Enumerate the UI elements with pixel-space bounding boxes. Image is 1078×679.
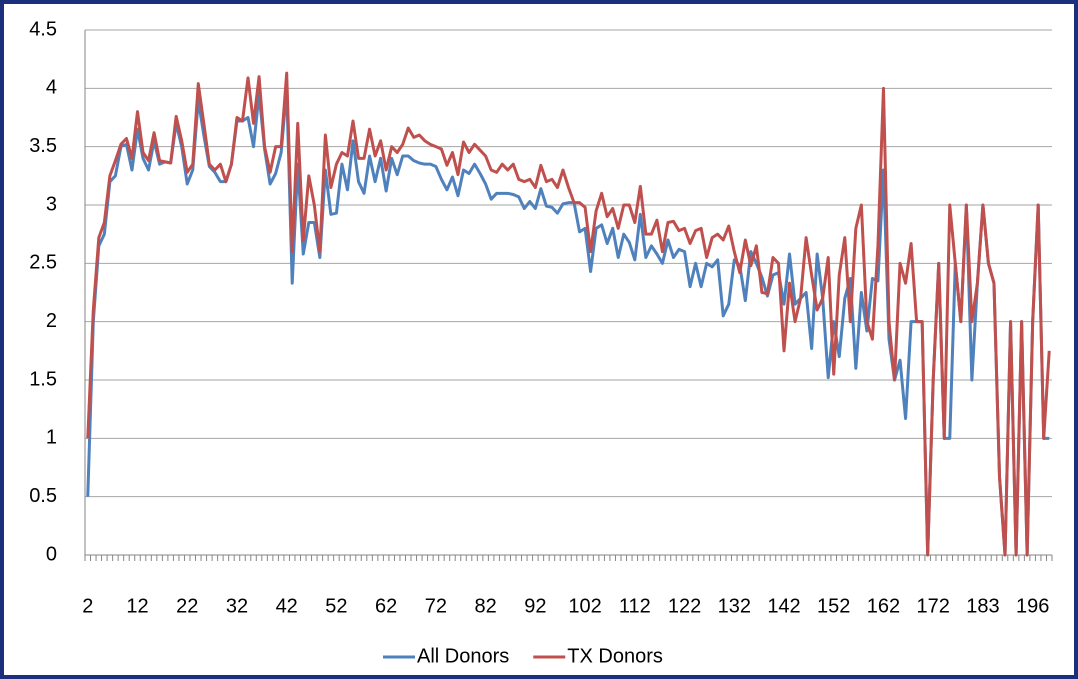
x-tick-label: 52 [325,595,347,617]
x-tick-label: 132 [718,595,751,617]
legend-label: TX Donors [567,645,663,667]
series-line [86,71,1051,557]
x-tick-label: 12 [126,595,148,617]
y-tick-label: 4 [46,77,57,99]
x-tick-label: 172 [917,595,950,617]
x-tick-label: 152 [817,595,850,617]
x-tick-label: 112 [619,595,651,617]
legend-label: All Donors [417,645,509,667]
x-tick-label: 196 [1016,595,1049,617]
x-tick-label: 162 [867,595,900,617]
y-tick-label: 3 [46,193,57,215]
chart-area [4,4,1074,675]
x-tick-label: 142 [767,595,800,617]
x-tick-label: 72 [425,595,447,617]
y-tick-label: 0 [46,543,57,565]
y-tick-label: 3.5 [29,135,57,157]
x-tick-label: 102 [568,595,601,617]
y-tick-label: 2 [46,310,57,332]
y-tick-label: 1.5 [29,368,57,390]
x-tick-label: 22 [176,595,198,617]
y-tick-label: 2.5 [29,252,57,274]
x-tick-label: 122 [668,595,701,617]
x-tick-label: 62 [375,595,397,617]
y-tick-label: 4.5 [29,18,57,40]
x-tick-label: 183 [966,595,999,617]
x-tick-label: 82 [474,595,496,617]
x-tick-label: 42 [276,595,298,617]
x-tick-label: 32 [226,595,248,617]
x-tick-label: 2 [82,595,93,617]
y-tick-label: 0.5 [29,485,57,507]
series-line [86,86,1050,557]
x-tick-label: 92 [524,595,546,617]
y-tick-label: 1 [46,427,57,449]
